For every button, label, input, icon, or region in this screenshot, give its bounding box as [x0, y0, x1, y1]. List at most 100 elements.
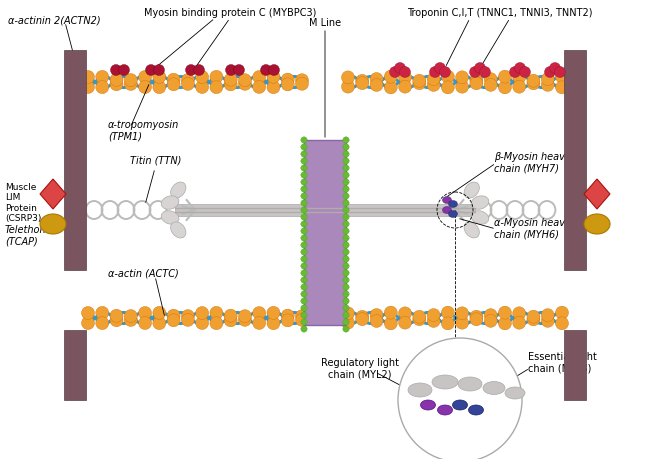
Circle shape [513, 316, 526, 329]
Circle shape [341, 71, 354, 84]
Circle shape [301, 312, 307, 318]
Circle shape [296, 310, 309, 323]
Circle shape [253, 71, 266, 84]
Circle shape [343, 256, 349, 262]
Circle shape [153, 317, 166, 330]
Circle shape [81, 307, 94, 319]
Circle shape [301, 207, 307, 213]
Circle shape [224, 73, 237, 86]
Circle shape [556, 317, 569, 330]
Circle shape [296, 74, 309, 87]
Circle shape [296, 77, 309, 90]
Circle shape [110, 309, 123, 322]
Circle shape [343, 228, 349, 234]
Circle shape [301, 151, 307, 157]
Ellipse shape [471, 211, 489, 224]
Circle shape [513, 71, 526, 84]
Bar [64, 330, 86, 400]
Circle shape [239, 313, 252, 326]
Circle shape [194, 65, 205, 75]
Circle shape [153, 65, 164, 75]
Circle shape [138, 317, 151, 330]
Ellipse shape [464, 182, 479, 198]
Circle shape [343, 137, 349, 143]
Text: M Line: M Line [309, 18, 341, 28]
Circle shape [484, 308, 497, 322]
Circle shape [389, 67, 400, 78]
Ellipse shape [408, 383, 432, 397]
Circle shape [146, 65, 157, 75]
Circle shape [343, 263, 349, 269]
Circle shape [513, 307, 526, 320]
Circle shape [343, 214, 349, 220]
Circle shape [430, 67, 441, 78]
Circle shape [456, 307, 469, 320]
Circle shape [499, 306, 512, 319]
Circle shape [527, 77, 540, 90]
Circle shape [110, 73, 123, 86]
Circle shape [226, 65, 237, 75]
Circle shape [167, 78, 180, 91]
Circle shape [343, 151, 349, 157]
Text: α-actin (ACTC): α-actin (ACTC) [108, 268, 179, 278]
Circle shape [138, 80, 151, 94]
Circle shape [484, 314, 497, 327]
Circle shape [343, 158, 349, 164]
Circle shape [138, 71, 151, 84]
Circle shape [253, 80, 266, 94]
Circle shape [427, 308, 440, 322]
Circle shape [541, 73, 554, 86]
Circle shape [301, 249, 307, 255]
Ellipse shape [458, 377, 482, 391]
Circle shape [210, 317, 223, 330]
Circle shape [233, 65, 244, 75]
Circle shape [398, 80, 411, 93]
Circle shape [513, 80, 526, 93]
Circle shape [343, 165, 349, 171]
Circle shape [167, 309, 180, 322]
Circle shape [341, 80, 354, 93]
Circle shape [138, 307, 151, 319]
Circle shape [268, 65, 280, 75]
Circle shape [398, 316, 411, 329]
Circle shape [196, 317, 209, 330]
Circle shape [556, 81, 569, 94]
Circle shape [384, 306, 397, 319]
Circle shape [301, 193, 307, 199]
Circle shape [343, 172, 349, 178]
Circle shape [301, 137, 307, 143]
Circle shape [413, 313, 426, 326]
Circle shape [343, 235, 349, 241]
Ellipse shape [161, 196, 179, 209]
Circle shape [519, 67, 530, 78]
Circle shape [81, 317, 94, 330]
Circle shape [124, 309, 137, 323]
Circle shape [253, 316, 266, 330]
Circle shape [224, 309, 237, 322]
Circle shape [541, 314, 554, 327]
Circle shape [343, 312, 349, 318]
Circle shape [96, 306, 109, 319]
Circle shape [400, 67, 411, 78]
Ellipse shape [483, 381, 505, 394]
Text: α-Myosin heavy
chain (MYH6): α-Myosin heavy chain (MYH6) [494, 218, 571, 240]
Ellipse shape [584, 214, 610, 234]
Circle shape [441, 70, 454, 83]
Circle shape [470, 77, 483, 90]
Circle shape [470, 310, 483, 323]
Circle shape [470, 313, 483, 326]
Circle shape [239, 73, 252, 87]
Circle shape [545, 67, 556, 78]
Circle shape [541, 308, 554, 322]
Circle shape [398, 71, 411, 84]
Circle shape [267, 306, 280, 319]
Circle shape [343, 298, 349, 304]
Circle shape [427, 314, 440, 327]
Text: Muscle
LIM
Protein
(CSRP3): Muscle LIM Protein (CSRP3) [5, 183, 42, 223]
Circle shape [196, 307, 209, 319]
Circle shape [480, 67, 491, 78]
Text: α-tropomyosin
(TPM1): α-tropomyosin (TPM1) [108, 120, 179, 141]
Ellipse shape [421, 400, 436, 410]
Ellipse shape [432, 375, 458, 389]
Circle shape [301, 221, 307, 227]
